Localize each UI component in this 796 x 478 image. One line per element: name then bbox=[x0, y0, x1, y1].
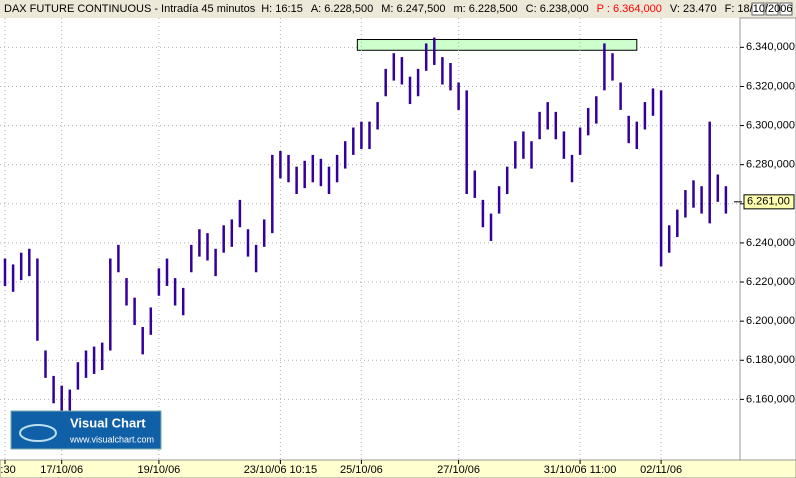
x-axis-area bbox=[0, 459, 796, 478]
x-tick-label: 02/11/06 bbox=[640, 464, 682, 476]
info-field: C: 6.238,000 bbox=[526, 3, 589, 15]
info-field: A: 6.228,500 bbox=[311, 3, 373, 15]
x-tick-label: 25/10/06 bbox=[340, 464, 383, 476]
info-field: m: 6.228,500 bbox=[453, 3, 517, 15]
info-field: V: 23.470 bbox=[670, 3, 717, 15]
last-price-box bbox=[743, 194, 795, 210]
logo-name: Visual Chart bbox=[70, 415, 146, 430]
y-tick-label: 6.200,000 bbox=[746, 315, 795, 327]
last-price-label: 6.261,00 bbox=[747, 196, 790, 208]
info-field: P : 6.364,000 bbox=[597, 3, 662, 15]
y-tick-label: 6.340,000 bbox=[746, 41, 795, 53]
chart-title: DAX FUTURE CONTINUOUS - Intradía 45 minu… bbox=[4, 3, 256, 15]
info-field: M: 6.247,500 bbox=[381, 3, 445, 15]
x-tick-label: 27/10/06 bbox=[437, 464, 480, 476]
y-axis-area bbox=[739, 17, 796, 461]
logo-box bbox=[10, 410, 162, 450]
y-tick-label: 6.300,000 bbox=[746, 119, 795, 131]
window-buttons bbox=[751, 2, 793, 16]
x-tick-label: 31/10/06 11:00 bbox=[544, 464, 617, 476]
y-tick-label: 6.320,000 bbox=[746, 80, 795, 92]
x-tick-label: 17/10/06 bbox=[40, 464, 83, 476]
x-tick-label: 23/10/06 10:15 bbox=[244, 464, 317, 476]
minimize-button[interactable] bbox=[751, 2, 765, 16]
x-tick-label: 19/10/06 bbox=[137, 464, 180, 476]
y-tick-label: 6.180,000 bbox=[746, 354, 795, 366]
title-bar bbox=[0, 0, 796, 18]
close-button[interactable] bbox=[779, 2, 793, 16]
logo: Visual Chart www.visualchart.com bbox=[10, 410, 162, 450]
highlight-zone bbox=[356, 39, 638, 51]
info-field: H: 16:15 bbox=[261, 3, 303, 15]
plot-area bbox=[0, 18, 740, 460]
y-tick-label: 6.220,000 bbox=[746, 276, 795, 288]
logo-url: www.visualchart.com bbox=[69, 434, 154, 444]
y-tick-label: 6.160,000 bbox=[746, 393, 795, 405]
info-field: F: 18/10/2006 bbox=[725, 3, 793, 15]
x-tick-label: 9:30 bbox=[0, 464, 16, 476]
y-tick-label: 6.240,000 bbox=[746, 237, 795, 249]
maximize-button[interactable] bbox=[765, 2, 779, 16]
y-tick-label: 6.280,000 bbox=[746, 159, 795, 171]
logo-icon bbox=[19, 424, 57, 442]
